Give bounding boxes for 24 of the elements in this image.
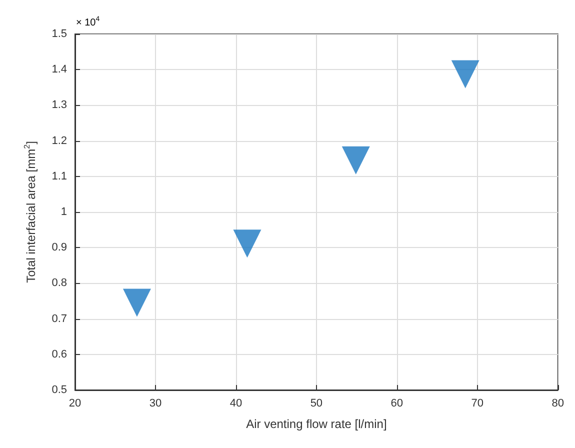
- y-tick-label: 1.5: [52, 28, 67, 40]
- y-axis-title: Total interfacial area [mm2]: [22, 141, 38, 283]
- x-tick-label: 50: [310, 398, 323, 410]
- y-tick-label: 1.3: [52, 99, 67, 112]
- y-tick-label: 0.6: [52, 348, 67, 360]
- y-tick-label: 1.2: [52, 134, 67, 147]
- x-tick-label: 80: [552, 398, 564, 410]
- y-tick-label: 1: [60, 206, 67, 218]
- y-tick-label: 0.5: [52, 384, 67, 396]
- x-tick-label: 70: [471, 398, 484, 410]
- x-tick-label: 30: [149, 398, 162, 410]
- point: [342, 146, 370, 174]
- x-tick-label: 60: [390, 398, 404, 410]
- point: [451, 60, 480, 88]
- y-tick-label: 1.1: [52, 170, 67, 182]
- y-tick-label: 0.8: [52, 277, 67, 290]
- y-tick-label: 1.4: [52, 64, 67, 76]
- x-axis-title: Air venting flow rate [l/min]: [246, 417, 387, 431]
- point: [233, 230, 262, 258]
- y-tick-label: 0.9: [52, 242, 67, 254]
- x-tick-label: 40: [230, 398, 242, 410]
- point: [122, 288, 151, 317]
- x-tick-label: 20: [68, 398, 82, 410]
- y-tick-label: 0.7: [52, 312, 67, 325]
